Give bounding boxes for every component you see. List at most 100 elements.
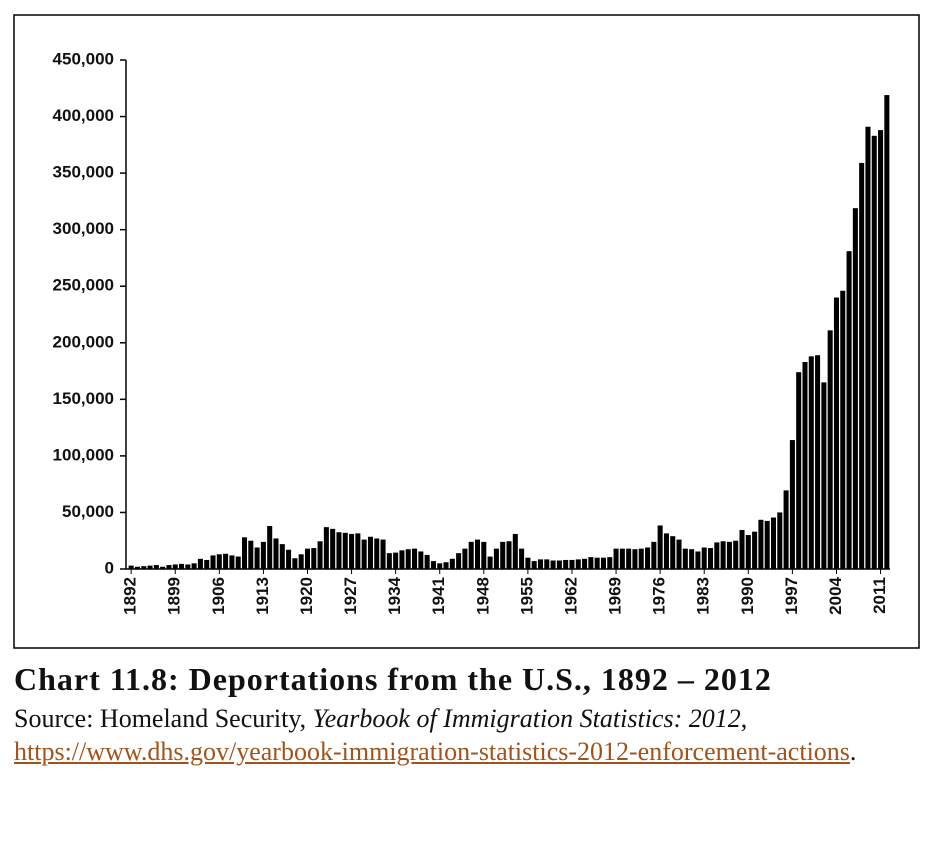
bar: [179, 563, 185, 569]
bar: [147, 565, 153, 569]
bar: [286, 549, 292, 569]
bar: [563, 559, 569, 569]
bar: [191, 563, 197, 569]
bar: [777, 512, 783, 569]
bar: [531, 561, 537, 569]
bar: [462, 548, 468, 569]
bar: [153, 565, 159, 569]
source-link[interactable]: https://www.dhs.gov/yearbook-immigration…: [14, 737, 850, 766]
bar: [657, 525, 663, 569]
bar: [770, 517, 777, 569]
x-tick-label: 1983: [694, 577, 713, 615]
bar: [575, 559, 581, 569]
x-tick-label: 1962: [561, 577, 580, 615]
y-tick-label: 250,000: [53, 276, 114, 295]
bar: [355, 533, 361, 569]
x-tick-label: 1976: [650, 577, 669, 615]
bar: [859, 162, 865, 570]
bar: [588, 557, 594, 569]
bar: [802, 362, 808, 569]
chart-frame: [13, 14, 920, 649]
bar: [695, 551, 701, 569]
bar: [519, 548, 525, 569]
bar: [393, 552, 399, 569]
y-tick-label: 100,000: [53, 445, 114, 464]
bar: [374, 538, 380, 569]
x-tick-label: 1990: [738, 577, 757, 615]
bar: [852, 208, 858, 570]
end: .: [849, 737, 857, 766]
bar: [367, 536, 373, 569]
bar: [607, 557, 613, 569]
chart-title: Chart 11.8: Deportations from the U.S., …: [14, 661, 772, 697]
bar: [210, 555, 216, 569]
bar: [273, 538, 279, 569]
bar: [878, 130, 884, 569]
bar: [235, 556, 241, 569]
bar: [796, 372, 802, 569]
y-tick-label: 450,000: [53, 49, 114, 68]
bar: [745, 535, 751, 569]
bar: [512, 533, 518, 569]
x-tick-label: 1955: [517, 577, 536, 615]
bar: [254, 547, 260, 569]
bar: [884, 95, 890, 569]
bar: [764, 520, 770, 569]
bar: [399, 550, 405, 569]
bar: [197, 558, 203, 569]
bar: [638, 548, 644, 569]
bar: [474, 539, 481, 569]
source: Source: Homeland Security, Yearbook of I…: [14, 702, 894, 768]
bar: [223, 553, 229, 569]
bar: [613, 548, 619, 569]
bar: [456, 553, 462, 569]
y-tick-label: 150,000: [53, 389, 114, 408]
bar: [871, 135, 877, 570]
bar: [229, 555, 235, 569]
bar: [449, 558, 455, 569]
bar: [405, 549, 411, 569]
bar: [783, 490, 789, 569]
bar: [443, 562, 449, 569]
bar: [424, 554, 430, 569]
x-tick-label: 1899: [165, 577, 184, 615]
bar: [789, 440, 795, 569]
x-tick-label: 2004: [826, 576, 845, 614]
y-tick-label: 300,000: [53, 219, 114, 238]
bar: [487, 556, 493, 569]
bar: [846, 251, 852, 569]
y-tick-label: 200,000: [53, 332, 114, 351]
publication: Yearbook of Immigration Statistics: 2012: [312, 704, 741, 733]
source-prefix: Source: Homeland Security,: [14, 704, 307, 733]
chart: 0 50,000 100,000 150,000 200,000 250,000 300,0…: [13, 14, 920, 649]
bar: [594, 557, 600, 569]
bar: [361, 539, 367, 569]
bar: [292, 558, 298, 569]
bar: [651, 541, 657, 569]
bar: [317, 541, 323, 569]
y-tick-label: 0: [105, 558, 114, 577]
bar: [336, 532, 342, 569]
bar: [216, 554, 222, 569]
bar: [569, 559, 575, 569]
bar: [500, 541, 506, 569]
bar: [544, 559, 550, 569]
bar: [386, 553, 392, 569]
bar: [840, 290, 846, 569]
bar: [537, 559, 544, 569]
bar: [349, 533, 355, 569]
x-tick-label: 1927: [341, 577, 360, 615]
bar: [645, 547, 651, 569]
bar: [166, 565, 172, 569]
bar: [619, 548, 625, 569]
y-tick-label: 50,000: [62, 502, 114, 521]
bar: [468, 541, 474, 569]
bar: [342, 532, 348, 569]
bar: [260, 541, 266, 569]
x-tick-label: 1892: [121, 577, 140, 615]
bar: [701, 547, 707, 569]
x-tick-label: 2011: [870, 577, 889, 614]
bar: [418, 551, 424, 569]
x-tick-label: 1948: [473, 577, 492, 615]
x-tick-label: 1906: [209, 577, 228, 615]
